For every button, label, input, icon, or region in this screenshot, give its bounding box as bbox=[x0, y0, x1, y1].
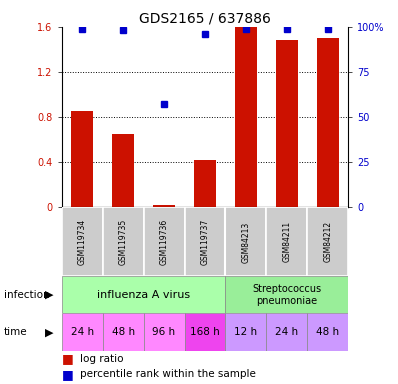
Text: ■: ■ bbox=[62, 353, 74, 366]
Text: 96 h: 96 h bbox=[152, 327, 176, 337]
Text: GSM119737: GSM119737 bbox=[201, 219, 209, 265]
Bar bbox=[225, 276, 348, 313]
Text: log ratio: log ratio bbox=[80, 354, 123, 364]
Text: time: time bbox=[4, 327, 27, 337]
Bar bbox=[266, 207, 307, 276]
Text: 12 h: 12 h bbox=[234, 327, 258, 337]
Text: GSM84213: GSM84213 bbox=[242, 221, 250, 263]
Bar bbox=[225, 207, 266, 276]
Bar bbox=[103, 207, 144, 276]
Bar bbox=[153, 205, 175, 207]
Bar bbox=[62, 313, 103, 351]
Bar bbox=[235, 27, 257, 207]
Bar bbox=[316, 38, 339, 207]
Text: ■: ■ bbox=[62, 368, 74, 381]
Text: 24 h: 24 h bbox=[70, 327, 94, 337]
Text: 48 h: 48 h bbox=[316, 327, 339, 337]
Text: 48 h: 48 h bbox=[111, 327, 135, 337]
Text: ▶: ▶ bbox=[45, 327, 54, 337]
Bar bbox=[185, 313, 225, 351]
Text: infection: infection bbox=[4, 290, 50, 300]
Bar bbox=[62, 207, 103, 276]
Text: percentile rank within the sample: percentile rank within the sample bbox=[80, 369, 256, 379]
Bar bbox=[307, 313, 348, 351]
Text: GSM119735: GSM119735 bbox=[119, 219, 128, 265]
Bar bbox=[103, 313, 144, 351]
Title: GDS2165 / 637886: GDS2165 / 637886 bbox=[139, 12, 271, 26]
Bar bbox=[144, 207, 185, 276]
Text: GSM119734: GSM119734 bbox=[78, 219, 87, 265]
Bar bbox=[225, 313, 266, 351]
Text: GSM84212: GSM84212 bbox=[323, 221, 332, 263]
Text: 168 h: 168 h bbox=[190, 327, 220, 337]
Bar bbox=[112, 134, 135, 207]
Bar bbox=[275, 40, 298, 207]
Text: 24 h: 24 h bbox=[275, 327, 298, 337]
Bar bbox=[307, 207, 348, 276]
Bar bbox=[62, 276, 225, 313]
Text: ▶: ▶ bbox=[45, 290, 54, 300]
Text: GSM119736: GSM119736 bbox=[160, 219, 168, 265]
Text: GSM84211: GSM84211 bbox=[282, 221, 291, 263]
Bar bbox=[71, 111, 94, 207]
Bar bbox=[266, 313, 307, 351]
Bar bbox=[144, 313, 185, 351]
Bar bbox=[185, 207, 225, 276]
Text: influenza A virus: influenza A virus bbox=[97, 290, 190, 300]
Text: Streptococcus
pneumoniae: Streptococcus pneumoniae bbox=[252, 284, 322, 306]
Bar bbox=[194, 160, 216, 207]
